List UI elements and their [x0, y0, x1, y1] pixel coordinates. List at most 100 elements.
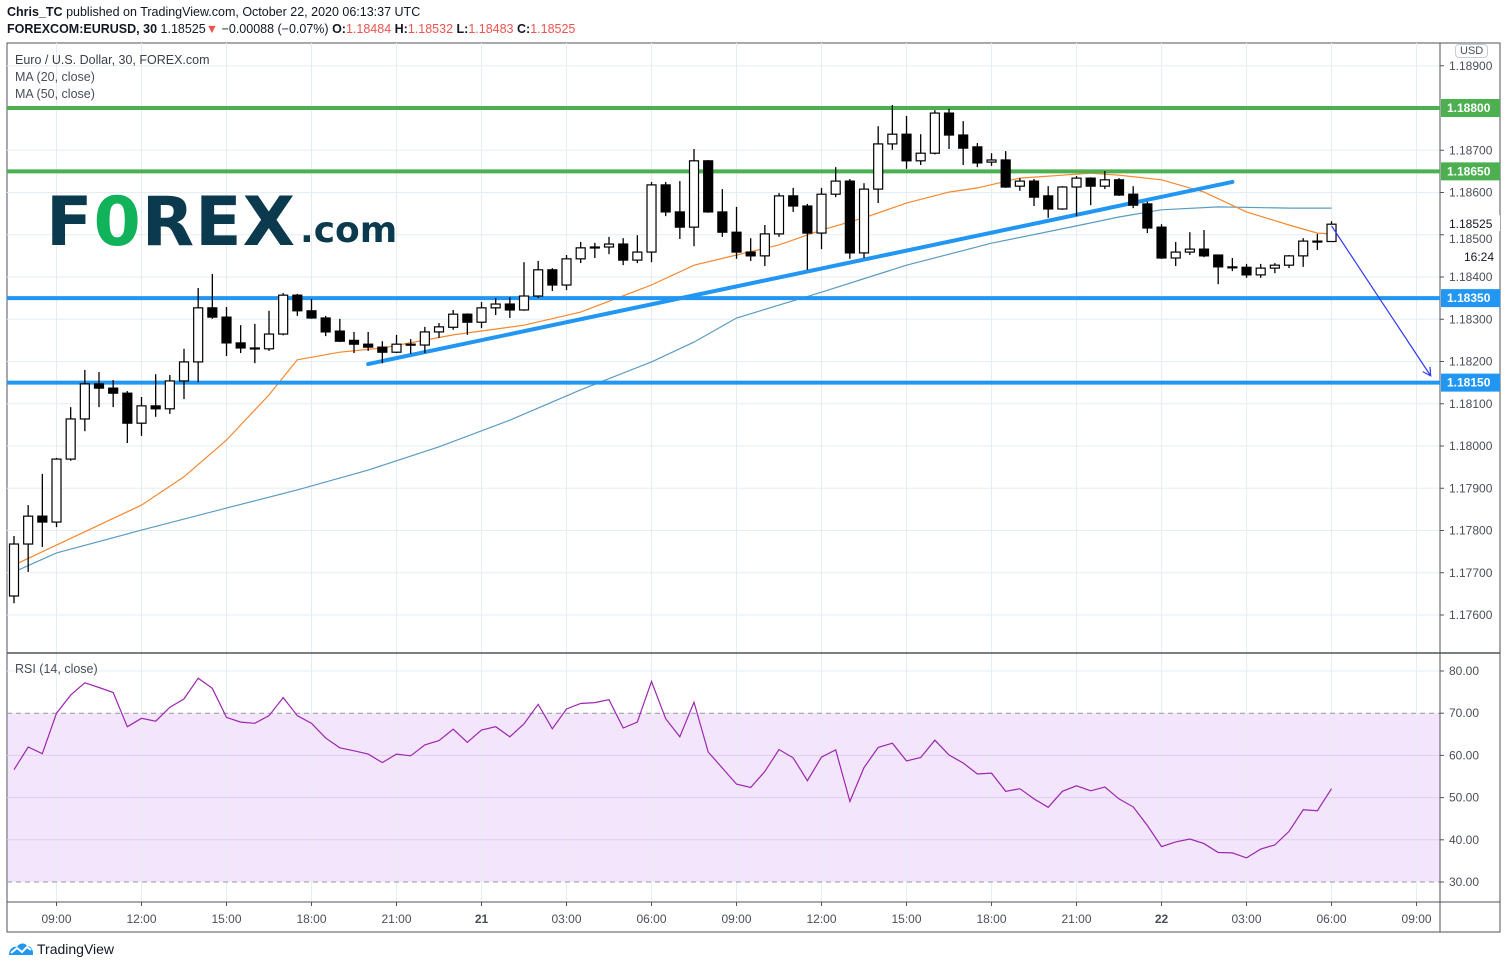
- price-axis-label: 1.17600: [1449, 608, 1493, 622]
- candle: [221, 306, 232, 357]
- candle: [844, 178, 855, 259]
- candle: [618, 238, 629, 266]
- price-level-badge-label: 1.18150: [1447, 376, 1491, 390]
- currency-badge[interactable]: USD: [1455, 44, 1489, 58]
- candle: [1255, 263, 1266, 278]
- candle-body-up: [448, 313, 459, 328]
- time-axis-label: 21:00: [381, 912, 411, 926]
- price-axis-label: 1.18500: [1449, 232, 1493, 246]
- price-level-badge-label: 1.18800: [1447, 101, 1491, 115]
- candle-body-up: [391, 343, 402, 353]
- forex-com-logo: F0REX .com: [46, 188, 397, 258]
- time-axis-label: 09:00: [722, 912, 752, 926]
- candle-body-down: [703, 160, 714, 213]
- candle: [51, 457, 62, 528]
- rsi-line: [13, 677, 1333, 859]
- candle: [433, 323, 445, 338]
- time-axis-label: 21: [475, 912, 489, 926]
- bar-countdown: 16:24: [1464, 250, 1494, 264]
- candle: [773, 192, 785, 237]
- candle-body-down: [958, 134, 969, 149]
- candle-body-down: [235, 342, 246, 349]
- candle-body-up: [79, 383, 90, 420]
- candle-body-up: [490, 303, 501, 309]
- candle: [1071, 176, 1082, 217]
- candle-body-down: [618, 243, 629, 261]
- candle-body-down: [901, 133, 912, 162]
- rsi-axis-label: 60.00: [1449, 748, 1479, 762]
- price-change: −0.00088 (−0.07%): [221, 22, 329, 36]
- candle-body-down: [717, 211, 728, 233]
- candle-body-up: [603, 243, 615, 248]
- candle-body-up: [887, 133, 898, 145]
- rsi-axis-label: 50.00: [1449, 791, 1479, 805]
- candle-body-up: [830, 180, 841, 195]
- down-triangle-icon: ▼: [205, 22, 219, 36]
- published-text: published on TradingView.com, October 22…: [66, 5, 421, 19]
- current-price-badge: [1441, 215, 1500, 232]
- candle-body-down: [1227, 266, 1238, 269]
- candle: [207, 274, 218, 319]
- candle-body-up: [858, 188, 870, 254]
- candle: [249, 323, 260, 364]
- series-title[interactable]: Euro / U.S. Dollar, 30, FOREX.com: [15, 53, 210, 67]
- candle-body-down: [943, 112, 955, 136]
- tradingview-brand: TradingView: [37, 941, 115, 957]
- tradingview-footer[interactable]: TradingView: [8, 941, 114, 957]
- ma20-legend[interactable]: MA (20, close): [15, 70, 95, 84]
- candle: [1057, 186, 1068, 210]
- candle: [1043, 186, 1054, 218]
- candle: [603, 236, 615, 255]
- candle: [901, 116, 912, 169]
- candle: [263, 310, 275, 351]
- candle: [717, 189, 728, 237]
- candle-body-down: [802, 205, 813, 234]
- candle-body-up: [816, 193, 827, 234]
- candle: [1000, 151, 1011, 188]
- time-axis-label: 22: [1155, 912, 1169, 926]
- candle: [1283, 255, 1295, 269]
- candle-body-down: [334, 330, 345, 342]
- candle-body-down: [37, 515, 48, 523]
- high-value: 1.18532: [407, 22, 454, 36]
- candle: [363, 331, 374, 351]
- candle-body-up: [688, 160, 700, 228]
- publisher-name[interactable]: Chris_TC: [7, 5, 63, 19]
- rsi-axis-label: 80.00: [1449, 664, 1479, 678]
- candle: [788, 187, 799, 212]
- price-axis-label: 1.18700: [1449, 143, 1493, 157]
- trendline[interactable]: [366, 179, 1235, 367]
- candle: [929, 110, 940, 155]
- candle-body-down: [306, 310, 317, 319]
- rsi-axis-label: 40.00: [1449, 833, 1479, 847]
- candle-body-down: [292, 294, 303, 312]
- time-axis-label: 12:00: [807, 912, 837, 926]
- candle-body-down: [1198, 248, 1210, 257]
- time-axis-label: 18:00: [977, 912, 1007, 926]
- candle: [1028, 178, 1040, 207]
- candle-body-down: [1156, 226, 1167, 259]
- candle-body-up: [873, 143, 884, 190]
- candle: [1241, 263, 1252, 278]
- candle: [1198, 230, 1210, 258]
- candle-body-up: [1184, 248, 1195, 253]
- candle-body-up: [986, 159, 997, 163]
- candle: [660, 181, 671, 217]
- candle: [462, 313, 473, 335]
- candle-body-up: [533, 269, 544, 297]
- price-level-badge: [1441, 162, 1500, 181]
- candle-body-up: [193, 307, 204, 363]
- candle: [178, 348, 190, 400]
- candle: [972, 143, 983, 168]
- candle: [1298, 238, 1309, 267]
- candle: [533, 260, 544, 299]
- candle: [348, 331, 360, 354]
- ma50-legend[interactable]: MA (50, close): [15, 87, 95, 101]
- projection-arrow[interactable]: [1331, 225, 1432, 377]
- time-axis-label: 15:00: [892, 912, 922, 926]
- price-level-badge: [1441, 289, 1500, 308]
- candle-body-down: [547, 269, 558, 286]
- candle: [1014, 178, 1025, 191]
- rsi-legend[interactable]: RSI (14, close): [15, 662, 98, 676]
